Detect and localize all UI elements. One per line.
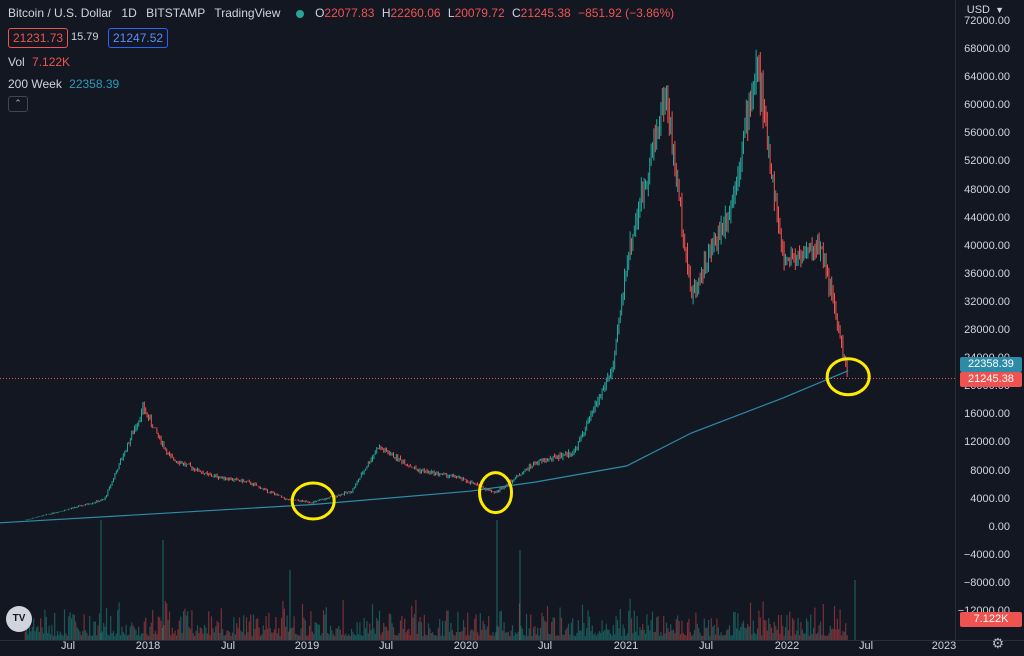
close-label: C xyxy=(511,6,521,20)
price-tick-label: −4000.00 xyxy=(963,548,1010,561)
time-tick-label: Jul xyxy=(858,640,874,652)
low-value: 20079.72 xyxy=(454,6,505,20)
price-tick-label: 8000.00 xyxy=(970,464,1010,477)
time-tick-label: Jul xyxy=(378,640,394,652)
price-tick-label: 52000.00 xyxy=(964,155,1010,168)
data-source: TradingView xyxy=(214,6,281,20)
currency-label: USD xyxy=(966,4,991,16)
time-tick-label: 2019 xyxy=(294,640,320,652)
ma-price-tag: 22358.39 xyxy=(960,357,1022,372)
volume-value: 7.122K xyxy=(32,55,71,69)
price-tick-label: 12000.00 xyxy=(964,436,1010,449)
price-tick-label: 36000.00 xyxy=(964,267,1010,280)
price-tick-label: 4000.00 xyxy=(970,492,1010,505)
last-price-tag: 21245.38 xyxy=(960,372,1022,387)
time-tick-label: 2018 xyxy=(135,640,161,652)
open-label: O xyxy=(315,6,325,20)
ask-price-button[interactable]: 21247.52 xyxy=(108,28,169,48)
chevron-down-icon: ▼ xyxy=(995,5,1004,15)
price-tick-label: 68000.00 xyxy=(964,43,1010,56)
spread-value: 15.79 xyxy=(71,31,99,43)
time-tick-label: Jul xyxy=(698,640,714,652)
price-tick-label: 56000.00 xyxy=(964,127,1010,140)
price-tick-label: 48000.00 xyxy=(964,183,1010,196)
price-tick-label: 32000.00 xyxy=(964,295,1010,308)
interval[interactable]: 1D xyxy=(121,6,137,20)
tradingview-logo[interactable]: TV xyxy=(6,606,32,632)
time-tick-label: Jul xyxy=(60,640,76,652)
time-tick-label: 2022 xyxy=(774,640,800,652)
exchange: BITSTAMP xyxy=(146,6,206,20)
price-tick-label: 44000.00 xyxy=(964,211,1010,224)
bid-price-button[interactable]: 21231.73 xyxy=(8,28,69,48)
chevron-up-icon: ⌃ xyxy=(14,98,22,108)
open-value: 22077.83 xyxy=(324,6,375,20)
collapse-legend-button[interactable]: ⌃ xyxy=(8,96,28,112)
time-tick-label: Jul xyxy=(220,640,236,652)
symbol-name[interactable]: Bitcoin / U.S. Dollar xyxy=(8,6,113,20)
high-label: H xyxy=(381,6,391,20)
price-tick-label: 60000.00 xyxy=(964,99,1010,112)
time-tick-label: 2023 xyxy=(931,640,957,652)
ma-label: 200 Week xyxy=(8,77,62,91)
change-value: −851.92 (−3.86%) xyxy=(578,6,675,20)
price-tick-label: 28000.00 xyxy=(964,324,1010,337)
price-tick-label: 72000.00 xyxy=(964,15,1010,27)
close-value: 21245.38 xyxy=(520,6,571,20)
highlight-circle xyxy=(825,357,871,397)
volume-tag: 7.122K xyxy=(960,612,1022,627)
price-tick-label: 40000.00 xyxy=(964,239,1010,252)
time-tick-label: 2020 xyxy=(453,640,479,652)
price-tick-label: 64000.00 xyxy=(964,71,1010,84)
price-tick-label: 0.00 xyxy=(988,520,1010,533)
highlight-circle xyxy=(290,481,336,521)
volume-legend[interactable]: Vol 7.122K xyxy=(8,55,70,69)
symbol-legend[interactable]: Bitcoin / U.S. Dollar 1D BITSTAMP Tradin… xyxy=(8,6,674,20)
time-tick-label: 2021 xyxy=(613,640,639,652)
high-value: 22260.06 xyxy=(390,6,441,20)
volume-label: Vol xyxy=(8,55,25,69)
ma-line xyxy=(0,370,849,524)
market-status-icon xyxy=(295,9,304,18)
currency-selector[interactable]: USD ▼ xyxy=(967,4,1004,16)
ma-value: 22358.39 xyxy=(69,77,120,91)
price-tick-label: −8000.00 xyxy=(963,576,1010,589)
low-label: L xyxy=(447,6,455,20)
highlight-circle xyxy=(478,471,514,515)
price-tick-label: 16000.00 xyxy=(964,408,1010,421)
ma-legend[interactable]: 200 Week 22358.39 xyxy=(8,77,119,91)
gear-icon[interactable]: ⚙ xyxy=(991,635,1004,651)
time-tick-label: Jul xyxy=(537,640,553,652)
